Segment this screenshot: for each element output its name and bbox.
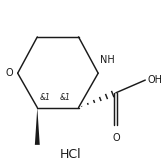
Polygon shape [35,108,40,145]
Text: NH: NH [100,55,115,65]
Text: &1: &1 [40,93,51,102]
Text: HCl: HCl [60,148,82,161]
Text: O: O [112,133,120,143]
Text: &1: &1 [59,93,70,102]
Text: O: O [5,68,13,78]
Text: OH: OH [147,75,162,85]
